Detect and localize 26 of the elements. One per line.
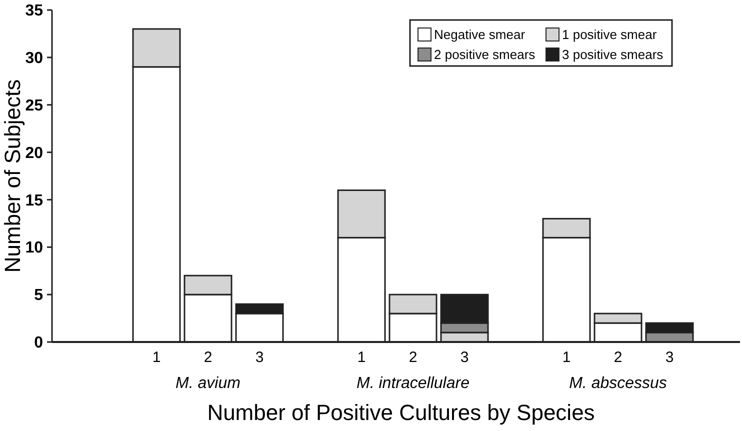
y-tick-label: 30 [25,50,44,68]
x-tick-label: 2 [204,349,212,366]
x-axis-title: Number of Positive Cultures by Species [207,400,595,425]
text: M. abscessus [569,375,667,392]
y-tick-label: 15 [25,192,44,210]
x-tick-label: 2 [614,349,622,366]
x-tick-label: 3 [665,349,674,366]
y-tick-label: 20 [25,144,44,162]
x-tick-label: 3 [255,349,264,366]
text: M. intracellulare [356,375,470,392]
legend-label: 1 positive smear [562,27,658,42]
x-tick-label: 2 [408,349,418,366]
x-tick-label: 1 [152,349,161,366]
legend-label: 3 positive smears [562,47,664,62]
x-tick-label: 3 [460,349,469,366]
text: M. avium [176,375,240,392]
legend-label: Negative smear [434,27,526,42]
y-axis-title: Number of Subjects [0,79,25,273]
legend-label: 2 positive smears [434,47,536,62]
y-tick-label: 0 [34,334,44,352]
y-tick-label: 5 [34,287,44,304]
y-tick-label: 25 [25,97,44,114]
y-tick-label: 10 [25,240,44,257]
y-tick-label: 35 [25,2,44,20]
x-tick-label: 1 [562,349,571,366]
x-tick-label: 1 [357,349,366,366]
